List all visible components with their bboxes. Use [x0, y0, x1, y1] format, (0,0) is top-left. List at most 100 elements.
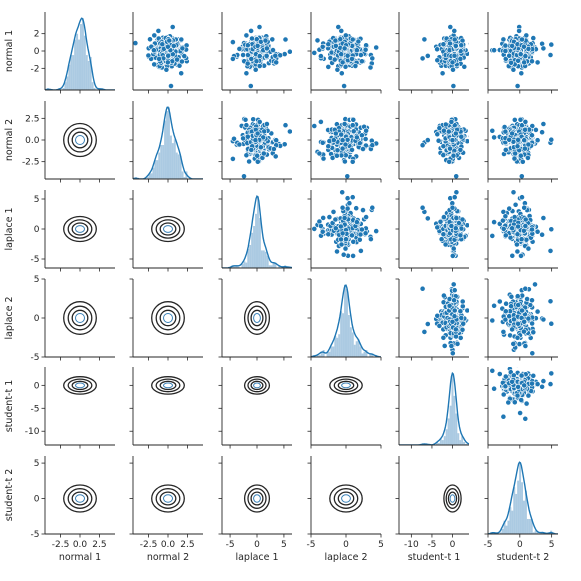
y-tick-label: 0: [34, 314, 40, 324]
hist-bar: [336, 337, 339, 357]
hist-bar: [93, 88, 96, 90]
scatter-point: [282, 122, 289, 129]
scatter-point: [333, 152, 340, 159]
hist-bar: [148, 173, 151, 179]
kde-contour: [250, 309, 264, 327]
scatter-point: [434, 57, 441, 64]
scatter-point: [502, 146, 509, 153]
subplot-normal-2-vs-normal-2: [129, 101, 203, 183]
hist-bar: [461, 436, 464, 445]
scatter-point: [384, 136, 389, 141]
scatter-point: [344, 205, 351, 212]
scatter-point: [514, 293, 521, 300]
scatter-point: [341, 121, 348, 127]
subplot-student-t-1-vs-laplace-2: [307, 367, 382, 449]
hist-bar: [340, 311, 343, 357]
scatter-point: [522, 343, 529, 349]
hist-bar: [74, 39, 77, 90]
scatter-point: [519, 194, 525, 201]
kde-contour: [155, 305, 181, 331]
scatter-point: [349, 36, 356, 43]
scatter-point: [567, 382, 572, 387]
scatter-point: [458, 42, 465, 49]
scatter-point: [247, 83, 254, 89]
scatter-point: [249, 35, 255, 42]
kde-contour: [67, 378, 93, 393]
scatter-point: [500, 225, 507, 232]
scatter-point: [522, 216, 529, 223]
kde-contour: [159, 380, 177, 391]
scatter-point: [512, 150, 519, 157]
scatter-point: [453, 190, 460, 196]
y-tick-label: -5: [31, 255, 40, 265]
scatter-point: [468, 318, 469, 323]
subplot-normal-1-vs-student-t-1: [395, 12, 469, 94]
scatter-point: [421, 36, 428, 43]
scatter-point: [523, 236, 530, 243]
scatter-point: [523, 360, 528, 365]
kde-contour: [67, 305, 93, 331]
scatter-point: [256, 53, 263, 59]
scatter-point: [523, 32, 530, 39]
kde-line: [311, 284, 381, 357]
scatter-point: [363, 127, 369, 134]
scatter-point: [339, 190, 346, 196]
scatter-point: [434, 224, 441, 231]
scatter-point: [350, 128, 357, 135]
scatter-point: [518, 70, 525, 77]
scatter-point: [178, 70, 185, 77]
y-tick-label: 5: [34, 195, 40, 205]
hist-bar: [437, 443, 440, 445]
scatter-point: [341, 158, 348, 165]
scatter-point: [349, 158, 356, 165]
hist-bar: [150, 173, 153, 179]
scatter-point: [181, 53, 188, 59]
subplot-student-t-1-vs-normal-2: [129, 367, 203, 449]
scatter-point: [503, 300, 509, 307]
scatter-point: [164, 43, 171, 50]
scatter-point: [449, 59, 456, 66]
scatter-point: [534, 59, 541, 66]
hist-bar: [160, 145, 163, 179]
scatter-point: [338, 27, 345, 34]
scatter-point: [263, 53, 270, 59]
scatter-point: [164, 59, 171, 66]
hist-bar: [342, 313, 345, 357]
scatter-point: [367, 64, 374, 71]
subplot-normal-1-vs-laplace-2: [307, 12, 382, 94]
scatter-point: [434, 46, 440, 53]
scatter-point: [287, 48, 292, 55]
scatter-point: [357, 52, 364, 58]
y-tick-label: -2: [31, 64, 40, 74]
scatter-point: [355, 38, 362, 45]
scatter-point: [472, 378, 477, 383]
scatter-point: [458, 315, 465, 321]
scatter-point: [514, 392, 521, 399]
scatter-point: [339, 59, 346, 66]
scatter-point: [248, 146, 255, 153]
hist-bar: [243, 261, 246, 268]
hist-bar: [361, 353, 364, 357]
hist-bar: [62, 88, 65, 90]
scatter-point: [342, 141, 349, 148]
scatter-point: [453, 173, 460, 179]
scatter-point: [300, 226, 305, 231]
scatter-point: [499, 217, 506, 224]
scatter-point: [472, 331, 477, 336]
scatter-point: [529, 350, 536, 357]
hist-bar: [257, 196, 259, 268]
scatter-point: [448, 343, 455, 349]
scatter-point: [440, 41, 447, 48]
hist-bar: [247, 249, 250, 268]
hist-bar: [171, 143, 174, 179]
scatter-point: [509, 43, 515, 49]
hist-bar: [245, 262, 248, 268]
scatter-point: [256, 24, 263, 30]
scatter-point: [145, 52, 152, 59]
scatter-point: [419, 285, 426, 292]
scatter-point: [472, 50, 477, 55]
scatter-point: [311, 50, 318, 56]
kde-contour: [253, 382, 261, 389]
scatter-point: [360, 207, 366, 213]
hist-bar: [332, 346, 335, 357]
